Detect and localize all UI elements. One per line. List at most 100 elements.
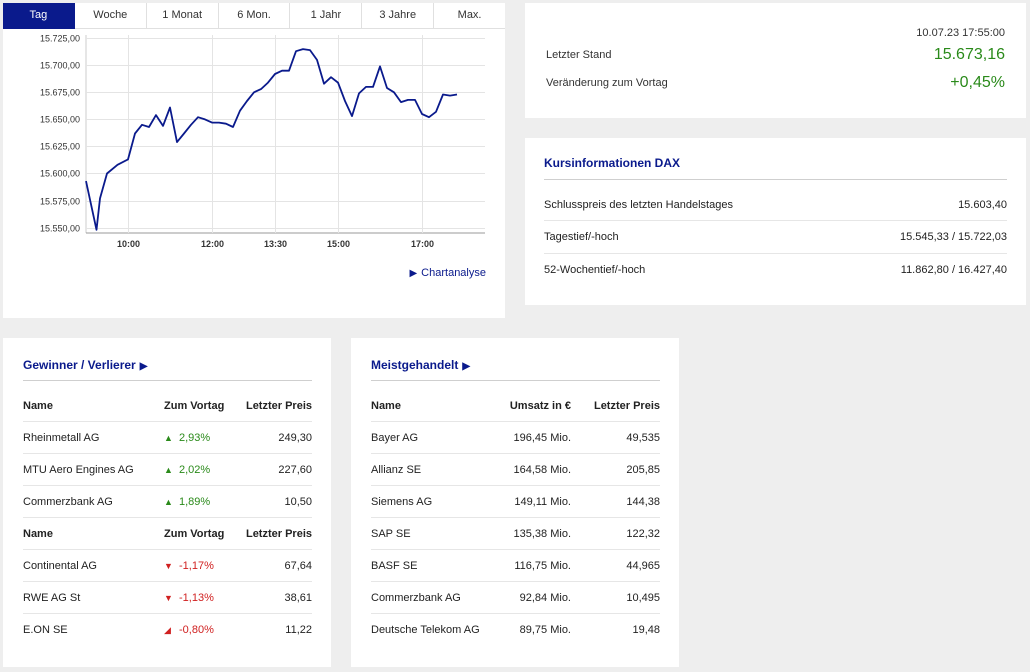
table-row[interactable]: RWE AG St ▼ -1,13% 38,61: [23, 582, 312, 614]
y-tick-label: 15.600,00: [40, 169, 80, 179]
table-row[interactable]: Rheinmetall AG ▲ 2,93% 249,30: [23, 422, 312, 454]
change-cell: ▼ -1,13%: [164, 582, 214, 614]
chartanalyse-link[interactable]: ▶ Chartanalyse: [409, 267, 486, 279]
quote-panel: 10.07.23 17:55:00 Letzter Stand 15.673,1…: [525, 3, 1026, 118]
stock-name[interactable]: Commerzbank AG: [23, 496, 113, 508]
play-icon: ▶: [462, 361, 471, 372]
tab-6-mon[interactable]: 6 Mon.: [218, 3, 291, 29]
arrow-down-icon: ▼: [164, 593, 173, 603]
price-value: 49,535: [626, 432, 660, 444]
tab-1-jahr[interactable]: 1 Jahr: [290, 3, 363, 29]
stock-name[interactable]: E.ON SE: [23, 624, 68, 636]
tab-tag[interactable]: Tag: [3, 3, 75, 29]
table-row[interactable]: MTU Aero Engines AG ▲ 2,02% 227,60: [23, 454, 312, 486]
last-price-label: Letzter Stand: [546, 49, 612, 61]
table-row[interactable]: Continental AG ▼ -1,17% 67,64: [23, 550, 312, 582]
period-tabs: Tag Woche 1 Monat 6 Mon. 1 Jahr 3 Jahre …: [3, 3, 506, 29]
stock-name[interactable]: BASF SE: [371, 560, 418, 572]
price-value: 10,495: [626, 592, 660, 604]
table-row[interactable]: Siemens AG 149,11 Mio. 144,38: [371, 486, 660, 518]
price-value: 38,61: [284, 592, 312, 604]
tab-max[interactable]: Max.: [434, 3, 506, 29]
volume-value: 89,75 Mio.: [519, 624, 571, 636]
volume-value: 149,11 Mio.: [514, 496, 571, 508]
most-traded-link[interactable]: Meistgehandelt ▶: [371, 358, 470, 372]
change-value: 2,93%: [179, 432, 211, 444]
tab-1-monat[interactable]: 1 Monat: [146, 3, 219, 29]
title-divider: [23, 380, 312, 381]
x-tick-label: 10:00: [117, 239, 140, 249]
price-value: 44,965: [626, 560, 660, 572]
y-tick-label: 15.675,00: [40, 88, 80, 98]
col-header-price: Letzter Preis: [245, 400, 312, 412]
volume-value: 116,75 Mio.: [514, 560, 571, 572]
table-row[interactable]: SAP SE 135,38 Mio. 122,32: [371, 518, 660, 550]
y-tick-label: 15.700,00: [40, 61, 80, 71]
table-row[interactable]: Allianz SE 164,58 Mio. 205,85: [371, 454, 660, 486]
change-row: Veränderung zum Vortag +0,45%: [546, 74, 1005, 92]
info-row-value: 15.603,40: [958, 199, 1007, 211]
stock-name[interactable]: RWE AG St: [23, 592, 81, 604]
x-tick-label: 15:00: [327, 239, 350, 249]
change-value: -1,13%: [179, 592, 214, 604]
change-value: -0,80%: [179, 624, 214, 636]
chart-panel: Tag Woche 1 Monat 6 Mon. 1 Jahr 3 Jahre …: [3, 3, 506, 318]
stock-name[interactable]: MTU Aero Engines AG: [23, 464, 134, 476]
info-divider: [544, 179, 1007, 180]
tab-woche[interactable]: Woche: [74, 3, 147, 29]
gainers-losers-link[interactable]: Gewinner / Verlierer ▶: [23, 358, 147, 372]
volume-value: 92,84 Mio.: [519, 592, 571, 604]
most-traded-title: Meistgehandelt: [371, 358, 459, 372]
y-axis: 15.725,00 15.700,00 15.675,00 15.650,00 15.6…: [40, 34, 80, 234]
x-tick-label: 13:30: [264, 239, 287, 249]
table-row[interactable]: BASF SE 116,75 Mio. 44,965: [371, 550, 660, 582]
col-header-price: Letzter Preis: [245, 528, 312, 540]
table-row[interactable]: Deutsche Telekom AG 89,75 Mio. 19,48: [371, 614, 660, 646]
table-row[interactable]: Bayer AG 196,45 Mio. 49,535: [371, 422, 660, 454]
stock-name[interactable]: SAP SE: [371, 528, 411, 540]
most-traded-panel: Meistgehandelt ▶ Name Umsatz in € Letzter…: [351, 338, 679, 667]
y-tick-label: 15.650,00: [40, 115, 80, 125]
x-axis: 10:00 12:00 13:30 15:00 17:00: [117, 239, 434, 249]
stock-name[interactable]: Siemens AG: [371, 496, 433, 508]
gainers-losers-title: Gewinner / Verlierer: [23, 358, 136, 372]
info-row: 52-Wochentief/-hoch 11.862,80 / 16.427,4…: [544, 264, 1007, 276]
play-icon: ▶: [139, 361, 148, 372]
arrow-up-icon: ▲: [164, 465, 173, 475]
table-row[interactable]: Commerzbank AG ▲ 1,89% 10,50: [23, 486, 312, 518]
change-value: 1,89%: [179, 496, 211, 508]
arrow-up-icon: ▲: [164, 497, 173, 507]
stock-name[interactable]: Bayer AG: [371, 432, 419, 444]
stock-name[interactable]: Allianz SE: [371, 464, 422, 476]
y-tick-label: 15.575,00: [40, 197, 80, 207]
change-cell: ◢ -0,80%: [164, 614, 214, 646]
quote-timestamp: 10.07.23 17:55:00: [916, 27, 1005, 39]
stock-name[interactable]: Deutsche Telekom AG: [371, 624, 480, 636]
gainers-losers-panel: Gewinner / Verlierer ▶ Name Zum Vortag Le…: [3, 338, 331, 667]
price-value: 11,22: [285, 624, 312, 636]
dax-price-line: [85, 48, 458, 231]
volume-value: 164,58 Mio.: [513, 464, 571, 476]
change-cell: ▲ 1,89%: [164, 486, 210, 518]
table-row[interactable]: E.ON SE ◢ -0,80% 11,22: [23, 614, 312, 646]
x-tick-label: 12:00: [201, 239, 224, 249]
arrow-up-icon: ▲: [164, 433, 173, 443]
info-title: Kursinformationen DAX: [544, 156, 681, 170]
stock-name[interactable]: Commerzbank AG: [371, 592, 461, 604]
price-value: 227,60: [278, 464, 312, 476]
price-value: 19,48: [632, 624, 660, 636]
stock-name[interactable]: Continental AG: [23, 560, 97, 572]
volume-value: 196,45 Mio.: [513, 432, 571, 444]
info-row-value: 11.862,80 / 16.427,40: [900, 264, 1007, 276]
change-value: 2,02%: [179, 464, 211, 476]
info-row: Tagestief/-hoch 15.545,33 / 15.722,03: [544, 231, 1007, 243]
price-value: 67,64: [284, 560, 312, 572]
stock-name[interactable]: Rheinmetall AG: [23, 432, 100, 444]
change-cell: ▲ 2,93%: [164, 422, 210, 454]
last-price-value: 15.673,16: [933, 46, 1005, 63]
volume-value: 135,38 Mio.: [513, 528, 571, 540]
tab-3-jahre[interactable]: 3 Jahre: [362, 3, 435, 29]
table-header: Name Zum Vortag Letzter Preis: [23, 390, 312, 422]
info-row-label: Schlusspreis des letzten Handelstages: [544, 199, 733, 211]
table-row[interactable]: Commerzbank AG 92,84 Mio. 10,495: [371, 582, 660, 614]
